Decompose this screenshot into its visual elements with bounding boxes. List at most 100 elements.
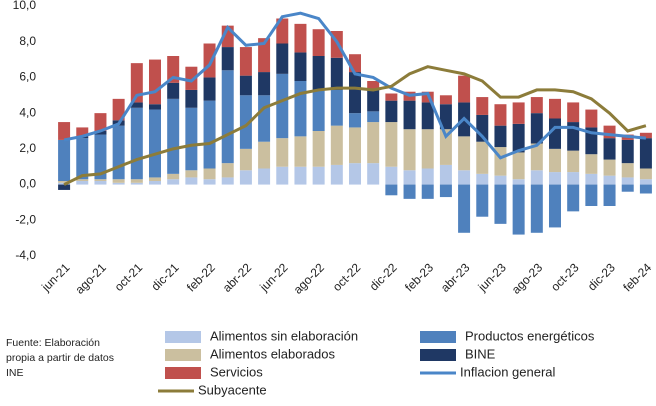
- bar-segment: [76, 181, 89, 185]
- bar-segment: [94, 134, 107, 180]
- x-tick-label: oct-21: [112, 260, 146, 294]
- bar-segment: [258, 95, 271, 142]
- bar-segment: [312, 29, 325, 56]
- bar-segment: [94, 181, 107, 185]
- bar-segment: [367, 89, 380, 112]
- bar-segment: [58, 139, 71, 181]
- line-series: [63, 11, 647, 160]
- bar-segment: [439, 184, 452, 198]
- bar-segment: [385, 166, 398, 185]
- bar-segment: [185, 66, 198, 90]
- y-tick-label: 0,0: [19, 177, 36, 191]
- bar-segment: [130, 63, 143, 103]
- bar-segment: [349, 72, 361, 114]
- legend-swatch: [165, 331, 201, 343]
- bar-segment: [639, 138, 652, 169]
- x-tick-label: feb-24: [620, 260, 654, 294]
- bar-segment: [349, 127, 361, 164]
- y-tick-label: 2,0: [19, 141, 36, 155]
- bar-segment: [276, 73, 289, 139]
- bar-segment: [76, 127, 89, 137]
- bar-segment: [512, 184, 525, 235]
- bar-segment: [385, 93, 398, 101]
- bar-segment: [203, 77, 216, 101]
- x-tick-label: feb-23: [402, 260, 436, 294]
- bar-segment: [330, 57, 343, 90]
- source-note: Fuente: Elaboración propia a partir de d…: [6, 337, 114, 379]
- bar-segment: [385, 184, 398, 196]
- bar-segment: [258, 168, 271, 185]
- bar-segment: [367, 163, 380, 185]
- bar-segment: [349, 113, 361, 128]
- bar-segment: [549, 184, 561, 228]
- bar-segment: [603, 175, 616, 185]
- bar-segment: [239, 95, 252, 149]
- bar-segment: [621, 163, 634, 178]
- bar-segment: [94, 179, 107, 181]
- bar-segment: [276, 43, 289, 74]
- bar-segment: [639, 168, 652, 180]
- bar-segment: [294, 23, 307, 53]
- bar-segment: [112, 98, 125, 121]
- bar-segment: [403, 100, 416, 130]
- bar-segment: [621, 139, 634, 164]
- bar-segment: [330, 164, 343, 185]
- bar-segment: [221, 47, 234, 71]
- bar-segment: [476, 184, 489, 217]
- bar-segment: [439, 104, 452, 130]
- bar-segment: [639, 184, 652, 194]
- bar-segment: [258, 141, 271, 169]
- legend-label: Servicios: [210, 364, 263, 379]
- bar-segment: [512, 152, 525, 180]
- bar-segment: [185, 177, 198, 185]
- bar-segment: [567, 102, 580, 123]
- bar-segment: [149, 59, 161, 105]
- bar-segment: [367, 111, 380, 123]
- bar-segment: [276, 18, 289, 44]
- bar-segment: [439, 95, 452, 105]
- bar-segment: [94, 113, 107, 131]
- bar-segment: [567, 150, 580, 173]
- bar-segment: [530, 184, 543, 233]
- bar-segment: [76, 138, 89, 180]
- bar-segment: [621, 184, 634, 192]
- line-series: [63, 65, 647, 186]
- bar-segment: [585, 109, 598, 128]
- bar-segment: [185, 170, 198, 178]
- bar-segment: [149, 104, 161, 110]
- legend-label: Alimentos sin elaboración: [210, 328, 358, 343]
- bar-segment: [130, 182, 143, 185]
- bar-segment: [312, 56, 325, 90]
- bar-segment: [567, 172, 580, 185]
- legend-swatch: [420, 331, 456, 343]
- bar-segment: [549, 118, 561, 149]
- bar-segment: [239, 75, 252, 96]
- bar-segment: [276, 138, 289, 167]
- bar-segment: [349, 163, 361, 185]
- bar-segment: [421, 184, 434, 199]
- bar-segment: [330, 125, 343, 165]
- bar-segment: [112, 179, 125, 183]
- x-tick-label: ago-21: [72, 260, 109, 297]
- bar-segment: [112, 125, 125, 180]
- bar-segment: [294, 136, 307, 167]
- bar-segment: [512, 102, 525, 124]
- y-tick-label: -2,0: [15, 212, 36, 226]
- bar-segment: [203, 179, 216, 185]
- bar-segment: [403, 184, 416, 199]
- legend-label: Inflacion general: [460, 364, 556, 379]
- bar-segment: [530, 97, 543, 114]
- bar-segment: [294, 52, 307, 81]
- bar-segment: [312, 131, 325, 167]
- legend-swatch: [165, 349, 201, 361]
- bar-segment: [403, 129, 416, 171]
- legend-label: Subyacente: [198, 382, 267, 397]
- bar-segment: [312, 89, 325, 131]
- bar-segment: [549, 172, 561, 185]
- bar-segment: [167, 56, 180, 83]
- y-tick-label: 4,0: [19, 105, 36, 119]
- y-tick-label: -4,0: [15, 248, 36, 262]
- x-tick-label: jun-23: [475, 260, 509, 294]
- bar-segment: [585, 184, 598, 206]
